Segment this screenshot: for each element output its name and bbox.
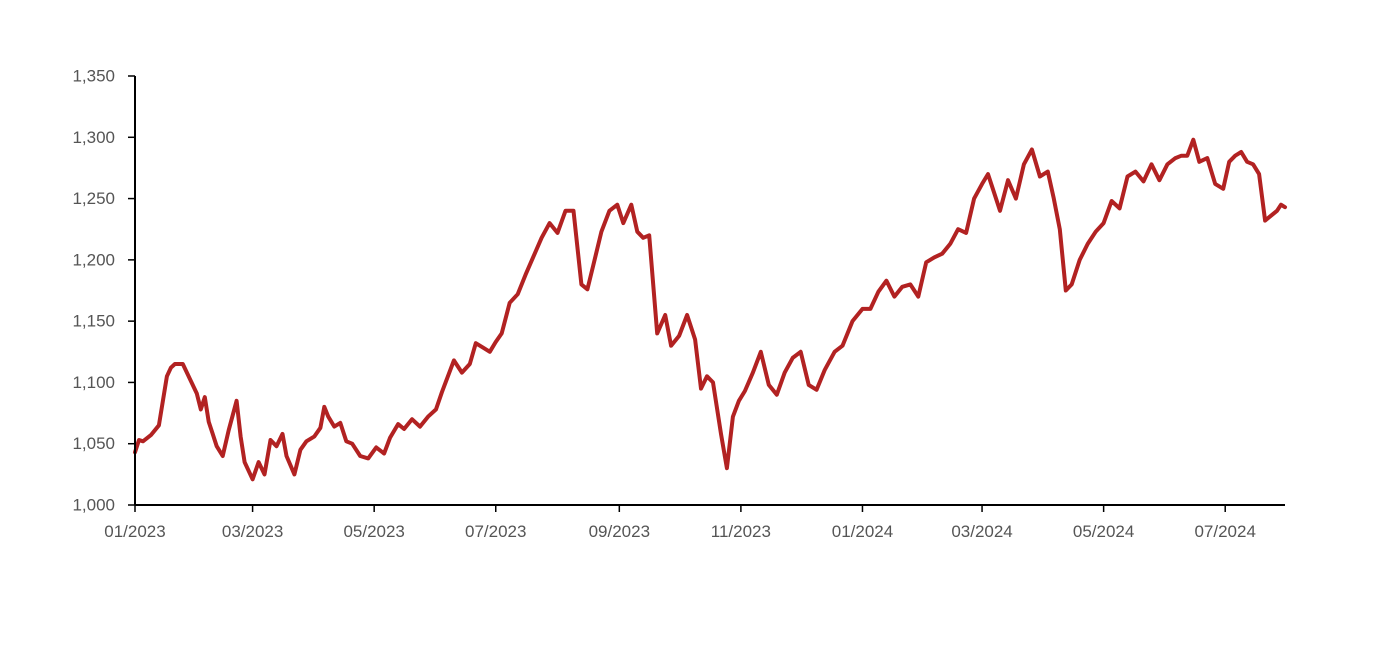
x-axis-ticks: 01/2023 03/2023 05/2023 07/2023 09/2023 11/20… (104, 505, 1256, 541)
y-tick-label: 1,300 (72, 128, 115, 147)
y-axis-ticks: 1,000 1,050 1,100 1,150 1,200 1,250 1,300 1,350 (72, 67, 135, 515)
y-tick-label: 1,100 (72, 373, 115, 392)
y-tick-label: 1,000 (72, 496, 115, 515)
y-tick-label: 1,250 (72, 189, 115, 208)
series-line (133, 137, 1287, 482)
x-tick-label: 09/2023 (589, 522, 650, 541)
x-tick-label: 11/2023 (711, 522, 771, 541)
x-tick-label: 03/2024 (951, 522, 1012, 541)
x-tick-label: 07/2023 (465, 522, 526, 541)
series-layer (133, 137, 1287, 482)
x-tick-label: 07/2024 (1194, 522, 1255, 541)
y-tick-label: 1,050 (72, 434, 115, 453)
x-tick-label: 03/2023 (222, 522, 283, 541)
x-tick-label: 01/2024 (832, 522, 893, 541)
y-tick-label: 1,350 (72, 67, 115, 86)
x-tick-label: 05/2023 (343, 522, 404, 541)
x-tick-label: 05/2024 (1073, 522, 1134, 541)
x-tick-label: 01/2023 (104, 522, 165, 541)
y-tick-label: 1,150 (72, 312, 115, 331)
y-tick-label: 1,200 (72, 250, 115, 269)
